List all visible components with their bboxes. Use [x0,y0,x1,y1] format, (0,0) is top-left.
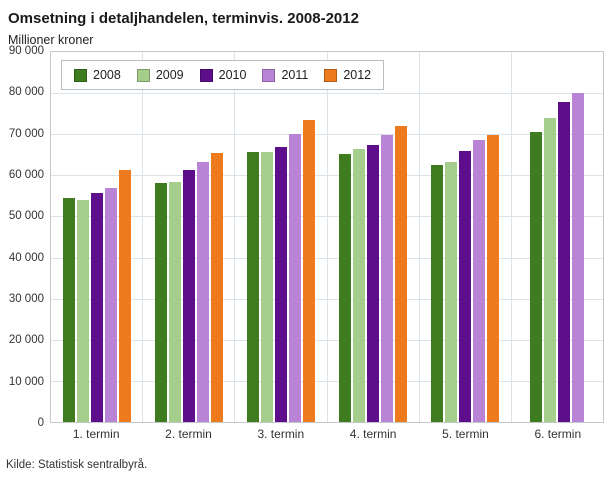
bar-2012-1-termin [118,170,131,422]
bar-2008-4-termin [339,154,352,422]
y-axis-tick-label: 0 [37,417,44,429]
x-axis-label: 3. termin [257,427,305,441]
bar-2010-3-termin [274,147,287,422]
y-axis-tick-label: 10 000 [8,375,44,388]
bar-2012-3-termin [302,120,315,422]
bar-row [431,52,500,422]
legend-label: 2011 [281,68,309,82]
bar-2008-2-termin [154,182,167,422]
bar-2010-1-termin [90,192,103,422]
y-axis-tick-label: 40 000 [8,251,44,264]
y-axis-tick-label: 20 000 [8,334,44,347]
bar-2009-3-termin [260,151,273,422]
bar-group-2 [143,52,236,422]
bar-2011-3-termin [288,134,301,422]
x-axis-label: 1. termin [72,427,120,441]
legend: 2008 2009 2010 2011 2012 [61,60,385,90]
bar-2010-5-termin [459,151,472,422]
bar-2012-2-termin [210,153,223,422]
legend-label: 2012 [343,68,372,82]
x-axis-label: 5. termin [442,427,489,441]
bar-2010-4-termin [367,144,380,422]
bar-2010-6-termin [558,102,571,422]
legend-swatch [262,68,276,82]
legend-item-2009: 2009 [136,68,184,82]
bar-2009-4-termin [353,149,366,422]
bar-2008-5-termin [431,164,444,422]
bar-2009-2-termin [168,181,181,422]
bar-group-6 [512,52,603,422]
legend-swatch [74,68,87,82]
bar-row [246,52,315,422]
chart-title: Omsetning i detaljhandelen, terminvis. 2… [8,10,359,27]
legend-swatch [199,68,213,82]
legend-label: 2009 [155,68,184,82]
bar-2009-6-termin [544,117,557,422]
bar-2008-1-termin [62,197,75,422]
x-axis-label: 2. termin [165,427,212,441]
plot-area: 2008 2009 2010 2011 2012 [50,51,604,423]
bar-row [530,52,585,422]
bar-2009-5-termin [445,162,458,422]
bar-group-5 [420,52,512,422]
x-axis-label: 6. termin [534,427,582,441]
bar-2011-4-termin [381,135,394,422]
bar-2009-1-termin [76,200,89,422]
source-text: Kilde: Statistisk sentralbyrå. [6,459,148,471]
bar-2011-6-termin [572,93,585,422]
bar-2012-4-termin [395,126,408,422]
bar-group-1 [51,52,144,422]
bar-2012-5-termin [487,135,500,422]
legend-item-2010: 2010 [199,68,247,82]
y-axis-tick-label: 30 000 [8,293,44,305]
bar-group-4 [328,52,420,422]
bar-2011-5-termin [473,139,486,422]
legend-label: 2008 [93,68,121,82]
bar-2011-1-termin [104,187,117,422]
y-axis-tick-label: 60 000 [8,169,44,181]
bar-2011-2-termin [196,161,209,422]
legend-item-2012: 2012 [324,68,371,82]
bar-groups [51,52,603,422]
bar-2010-2-termin [182,170,195,422]
bar-row [339,52,408,422]
bar-2008-3-termin [246,152,259,422]
legend-label: 2010 [218,68,247,82]
y-axis-unit-label: Millioner kroner [8,33,94,47]
bar-group-3 [235,52,328,422]
chart-body: 90 000 80 000 70 000 60 000 50 000 40 000 30 0… [6,45,604,429]
legend-swatch [136,68,150,82]
y-axis: 90 000 80 000 70 000 60 000 50 000 40 000 30 0… [6,45,50,429]
y-axis-tick-label: 90 000 [8,45,44,57]
legend-swatch [324,68,338,82]
y-axis-tick-label: 80 000 [8,86,44,99]
x-axis-label: 4. termin [349,427,397,441]
legend-item-2008: 2008 [74,68,121,82]
bar-row [154,52,223,422]
x-axis: 1. termin 2. termin 3. termin 4. termin 5. t… [50,427,604,441]
bar-row [62,52,131,422]
y-axis-tick-label: 70 000 [8,127,44,140]
y-axis-tick-label: 50 000 [8,210,44,223]
bar-2008-6-termin [530,132,543,422]
legend-item-2011: 2011 [262,68,308,82]
